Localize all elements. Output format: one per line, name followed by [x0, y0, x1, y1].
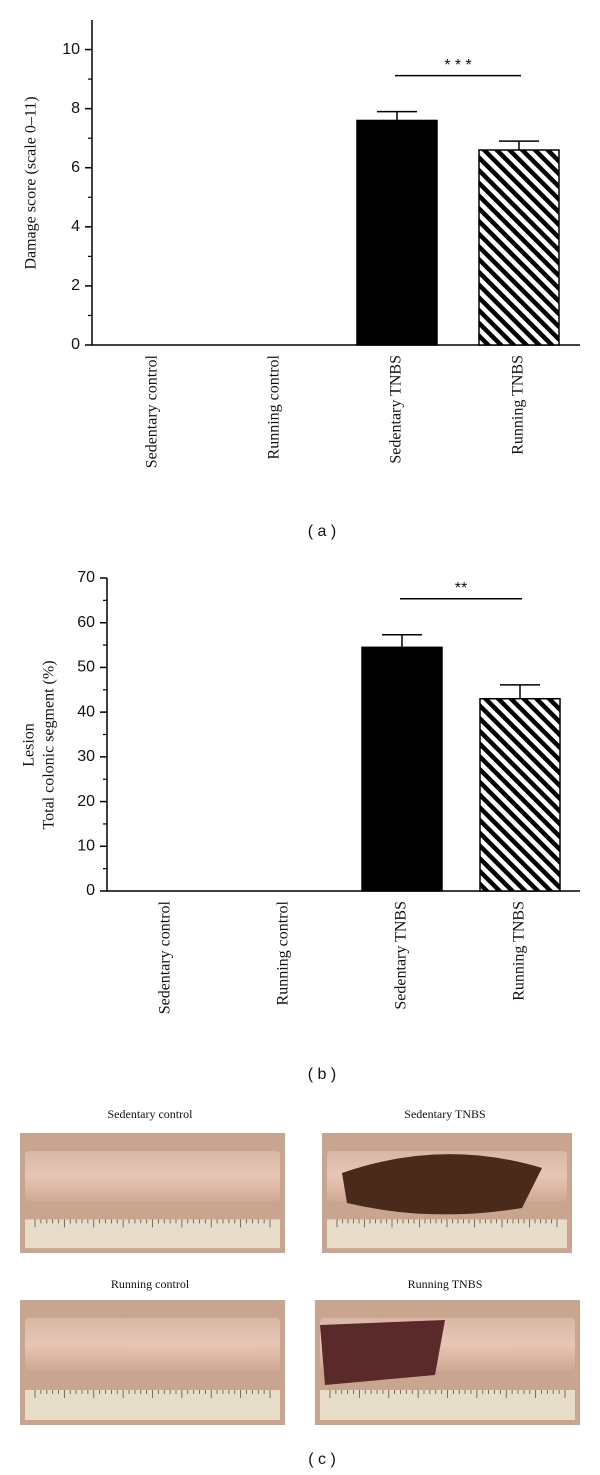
- bar: [361, 646, 443, 892]
- y-tick-label: 6: [71, 159, 80, 176]
- y-tick-label: 20: [77, 793, 95, 810]
- x-tick-label: Running TNBS: [510, 355, 527, 455]
- x-tick-label: Sedentary TNBS: [393, 901, 410, 1010]
- x-tick-label: Running control: [266, 354, 283, 459]
- significance-label: * * *: [444, 57, 472, 74]
- y-axis-label: Total colonic segment (%): [41, 660, 58, 829]
- y-tick-label: 60: [77, 614, 95, 631]
- y-tick-label: 30: [77, 748, 95, 765]
- x-tick-label: Sedentary control: [157, 900, 174, 1014]
- lesion: [320, 1320, 445, 1385]
- bar: [356, 119, 438, 346]
- photo-label: Running TNBS: [408, 1277, 483, 1291]
- panel-label: ( a ): [308, 523, 336, 540]
- significance-label: **: [455, 580, 467, 597]
- photo-label: Sedentary TNBS: [404, 1107, 485, 1121]
- error-bar: [382, 634, 422, 648]
- tissue: [25, 1318, 280, 1371]
- y-tick-label: 10: [77, 838, 95, 855]
- error-bar: [377, 110, 417, 121]
- y-tick-label: 50: [77, 659, 95, 676]
- photo: [322, 1133, 572, 1253]
- y-tick-label: 0: [71, 336, 80, 353]
- error-bar: [500, 684, 540, 699]
- x-tick-label: Sedentary TNBS: [388, 355, 405, 464]
- y-axis-label: Lesion: [21, 723, 38, 767]
- panel-label: ( c ): [308, 1451, 336, 1468]
- bar: [479, 697, 561, 892]
- x-tick-label: Running control: [275, 900, 292, 1005]
- lesion: [342, 1154, 542, 1215]
- y-tick-label: 0: [86, 882, 95, 899]
- panel-label: ( b ): [308, 1066, 336, 1083]
- error-bar: [499, 140, 539, 150]
- photo: [20, 1300, 285, 1425]
- x-tick-label: Running TNBS: [511, 901, 528, 1001]
- y-tick-label: 2: [71, 277, 80, 294]
- y-tick-label: 70: [77, 569, 95, 586]
- y-axis-label: Damage score (scale 0–11): [23, 96, 40, 269]
- photo: [315, 1300, 580, 1425]
- bar: [478, 149, 560, 346]
- y-tick-label: 10: [62, 41, 80, 58]
- y-tick-label: 40: [77, 703, 95, 720]
- photo-label: Sedentary control: [108, 1107, 194, 1121]
- x-tick-label: Sedentary control: [144, 354, 161, 468]
- tissue: [25, 1151, 280, 1202]
- photo: [20, 1133, 285, 1253]
- y-tick-label: 8: [71, 100, 80, 117]
- photo-label: Running control: [111, 1277, 190, 1291]
- y-tick-label: 4: [71, 218, 80, 235]
